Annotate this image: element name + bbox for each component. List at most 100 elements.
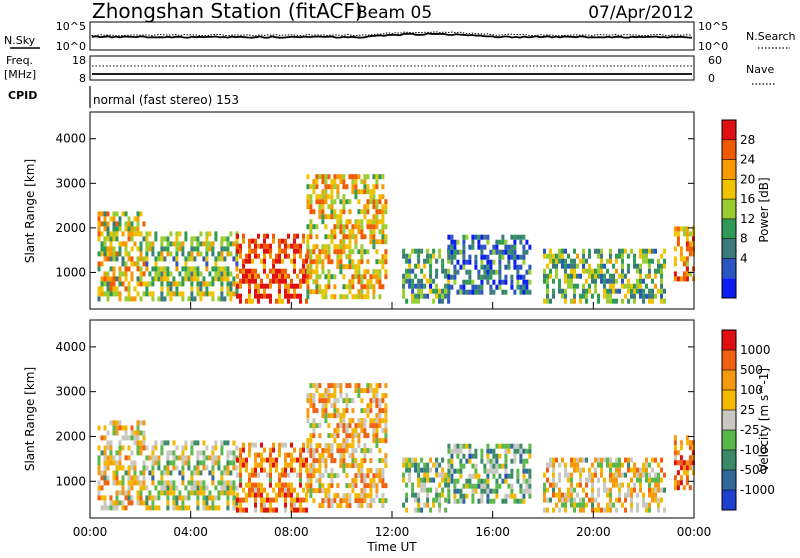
echo-cell [363,423,367,429]
echo-cell [597,487,600,493]
echo-cell [121,256,125,262]
echo-cell [254,482,257,488]
echo-cell [299,462,302,468]
echo-cell [564,462,567,468]
echo-cell [486,453,490,459]
echo-cell [492,458,496,464]
echo-cell [342,413,346,419]
echo-cell [336,249,340,255]
echo-cell [429,467,433,473]
freq-units: [MHz] [4,68,36,81]
echo-cell [169,231,173,237]
echo-cell [348,453,352,459]
echo-cell [103,480,107,486]
echo-cell [603,482,606,488]
echo-cell [133,226,137,232]
echo-cell [166,286,170,292]
echo-cell [378,274,382,280]
echo-cell [432,248,436,254]
y-tick-label: 3000 [55,385,86,399]
echo-cell [318,393,322,399]
echo-cell [456,448,460,454]
echo-cell [312,433,316,439]
echo-cell [269,467,272,473]
echo-cell [489,264,493,270]
echo-cell [516,448,520,454]
echo-cell [648,273,651,279]
echo-cell [324,388,328,394]
echo-cell [220,266,224,272]
echo-cell [579,293,582,299]
echo-cell [579,298,582,304]
echo-cell [528,453,532,459]
echo-cell [124,226,128,232]
echo-cell [450,453,454,459]
echo-cell [516,254,520,260]
echo-cell [462,498,466,504]
echo-cell [321,393,325,399]
echo-cell [266,233,269,239]
echo-cell [339,458,343,464]
echo-cell [651,467,654,473]
echo-cell [166,246,170,252]
echo-cell [606,492,609,498]
echo-cell [266,243,269,249]
echo-cell [444,283,448,289]
echo-cell [278,492,281,498]
echo-cell [196,236,200,242]
echo-cell [402,273,406,279]
echo-cell [242,263,245,269]
echo-cell [199,485,203,491]
echo-cell [296,243,299,249]
echo-cell [306,204,310,210]
echo-cell [257,462,260,468]
echo-cell [522,478,526,484]
echo-cell [549,457,552,463]
echo-cell [456,239,460,245]
echo-cell [417,497,421,503]
echo-cell [441,288,445,294]
echo-cell [245,497,248,503]
echo-cell [651,293,654,299]
echo-cell [438,502,442,508]
echo-cell [226,450,230,456]
echo-cell [633,462,636,468]
echo-cell [492,498,496,504]
echo-cell [318,209,322,215]
echo-cell [630,487,633,493]
echo-cell [453,269,457,275]
echo-cell [315,184,319,190]
echo-cell [336,224,340,230]
echo-cell [312,448,316,454]
echo-cell [441,457,445,463]
echo-cell [330,483,334,489]
echo-cell [480,279,484,285]
echo-cell [169,480,173,486]
echo-cell [417,293,421,299]
echo-cell [160,470,164,476]
echo-cell [321,458,325,464]
echo-cell [330,478,334,484]
echo-cell [106,475,110,481]
echo-cell [691,266,695,272]
echo-cell [284,457,287,463]
echo-cell [97,495,101,501]
echo-cell [432,477,436,483]
echo-cell [384,423,388,429]
echo-cell [510,493,514,499]
echo-cell [528,264,532,270]
echo-cell [516,274,520,280]
echo-cell [372,428,376,434]
echo-cell [154,485,158,491]
echo-cell [447,468,451,474]
echo-cell [588,288,591,294]
echo-cell [528,468,532,474]
echo-cell [501,463,505,469]
echo-cell [357,383,361,389]
echo-cell [112,425,116,431]
echo-cell [223,276,227,282]
echo-cell [321,448,325,454]
echo-cell [181,455,185,461]
echo-cell [357,468,361,474]
echo-cell [342,468,346,474]
